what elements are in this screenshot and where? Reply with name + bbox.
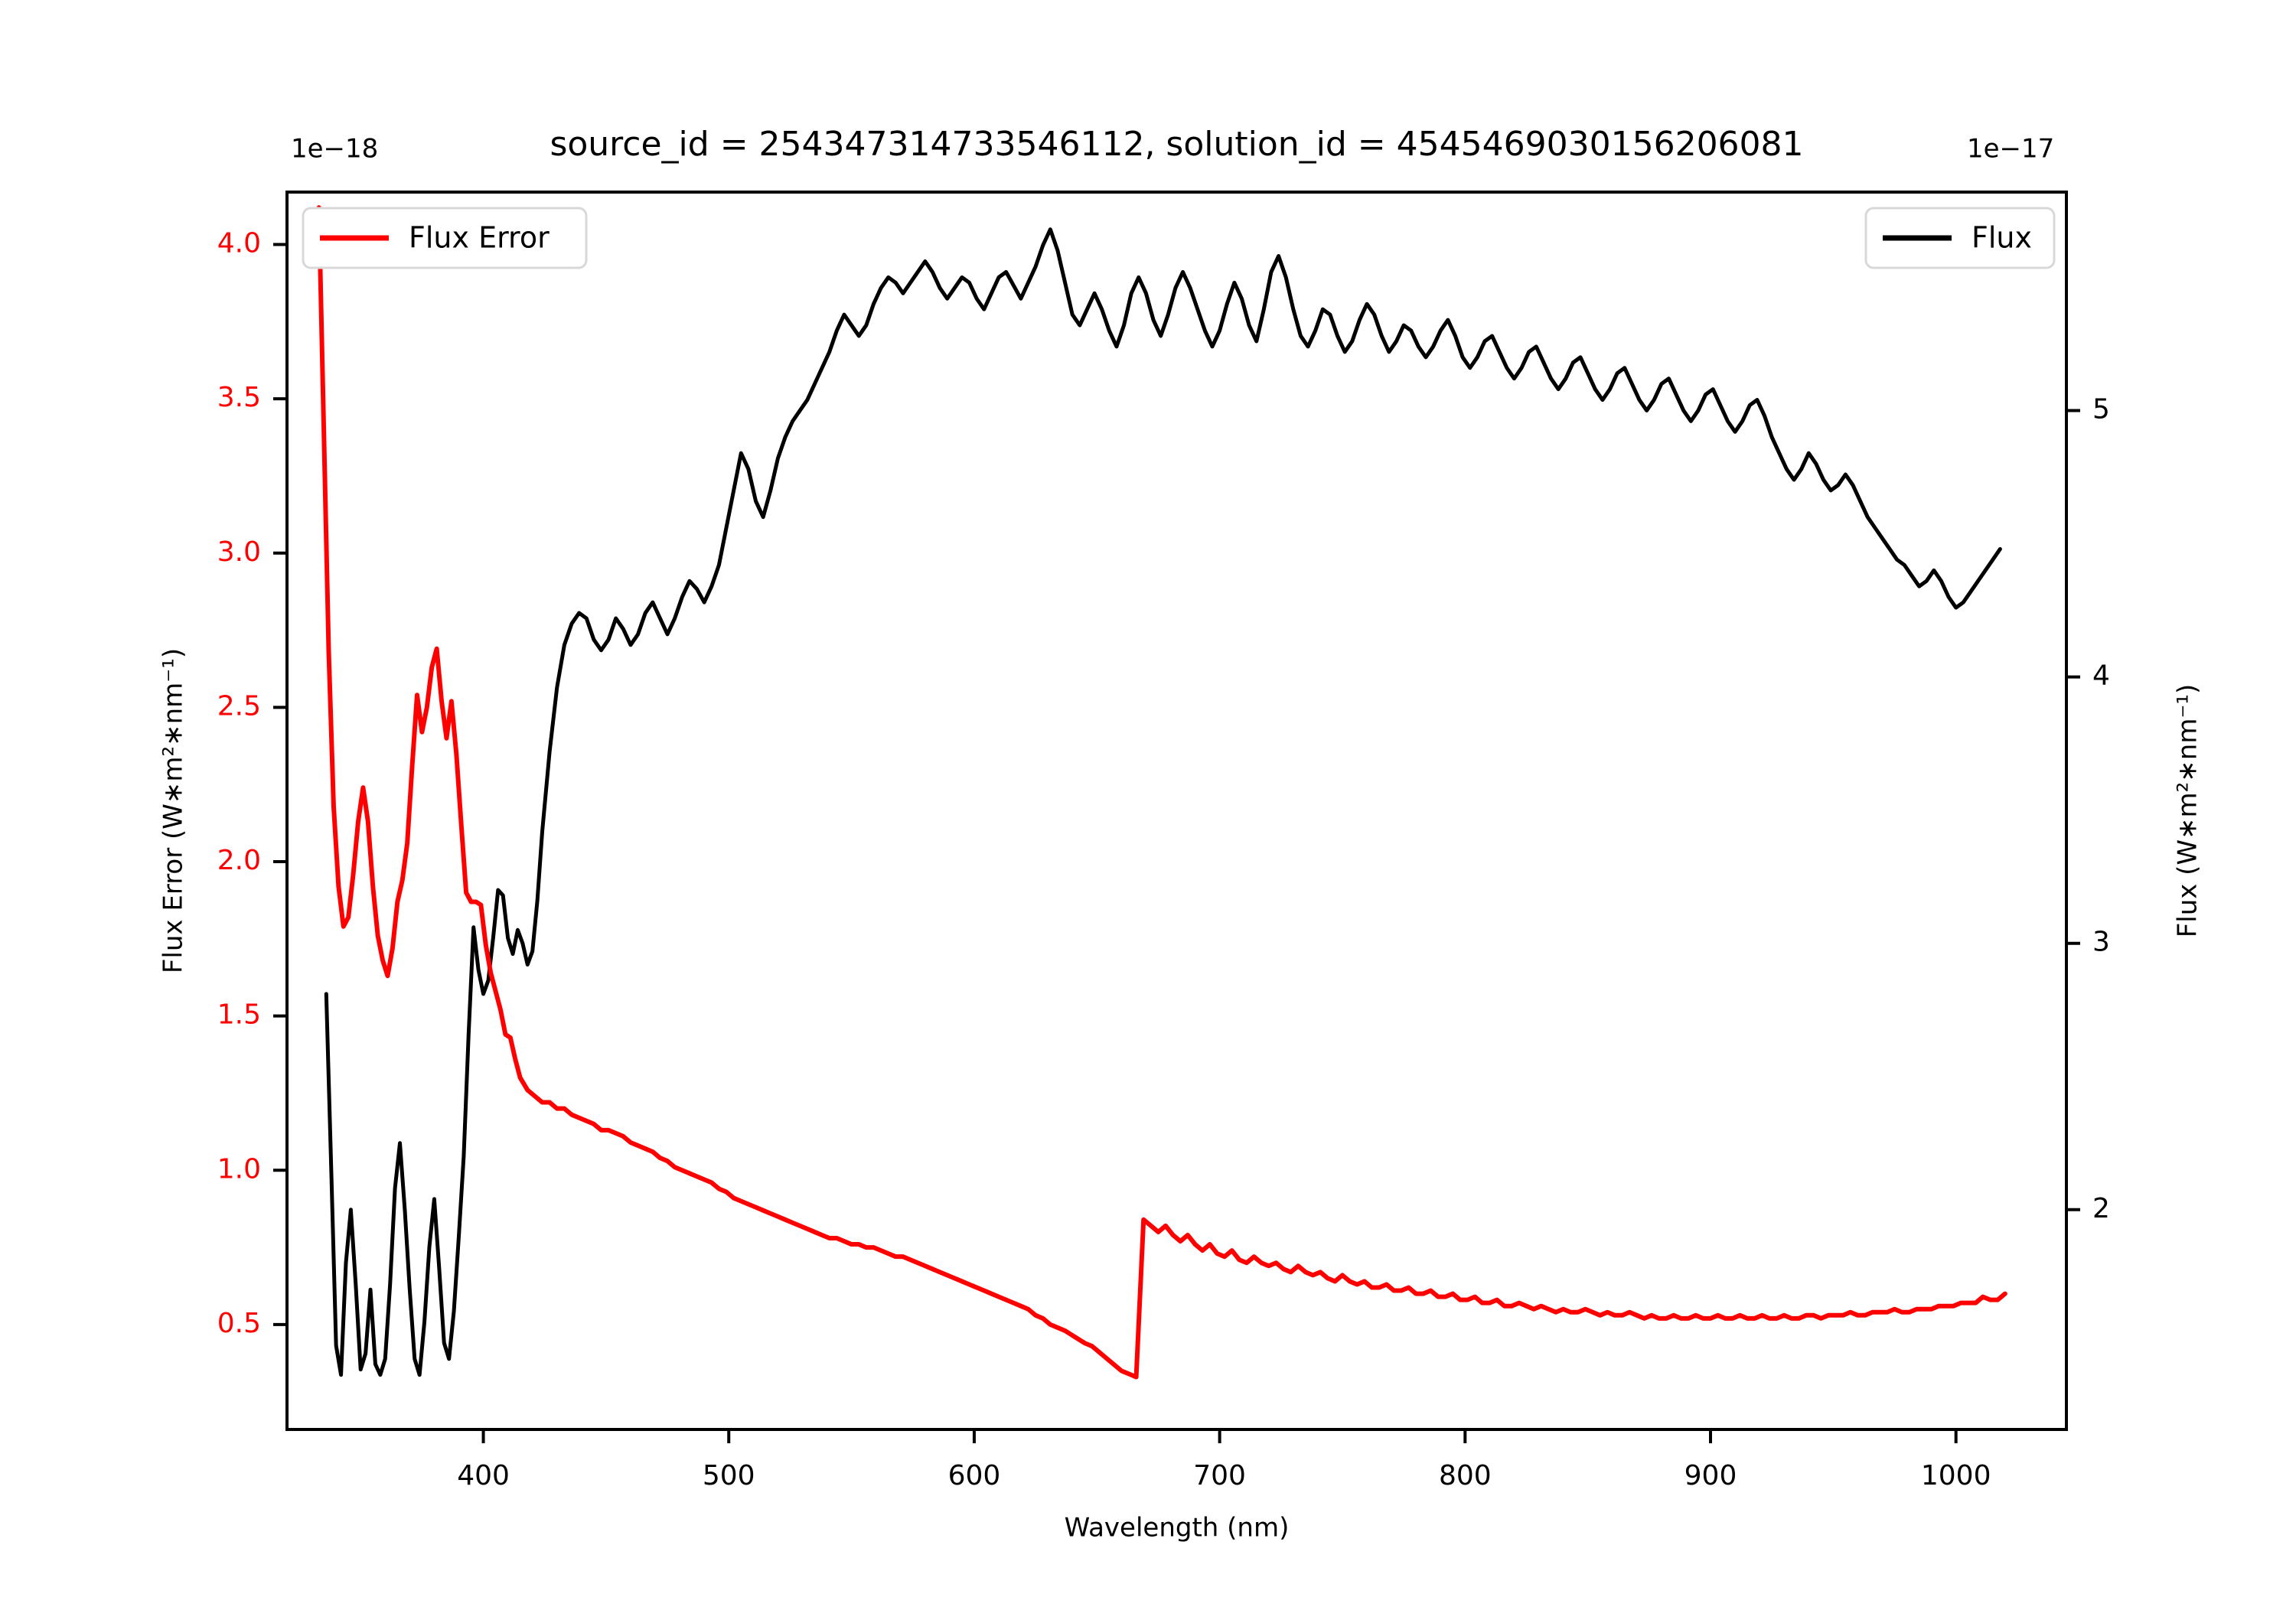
x-tick-label: 500 (703, 1460, 755, 1491)
axes-frame (285, 191, 2068, 1431)
left-y-tick-label: 3.5 (217, 382, 261, 413)
right-y-tick-label: 2 (2092, 1193, 2110, 1224)
left-y-tick-label: 2.0 (217, 845, 261, 876)
x-axis-label: Wavelength (nm) (1065, 1513, 1290, 1543)
x-tick-label: 600 (948, 1460, 1001, 1491)
legend-flux-error-label: Flux Error (409, 221, 550, 255)
legend-flux-error[interactable]: Flux Error (302, 207, 588, 269)
right-y-tick-label: 5 (2092, 393, 2110, 425)
right-axis-offset-text: 1e−17 (1967, 134, 2054, 165)
x-tick-label: 800 (1439, 1460, 1492, 1491)
flux-error-line (316, 205, 2007, 1380)
left-y-tick-label: 1.0 (217, 1153, 261, 1185)
flux-line (324, 227, 2002, 1377)
x-tick-label: 400 (457, 1460, 510, 1491)
left-y-tick-label: 1.5 (217, 999, 261, 1031)
legend-flux-label: Flux (1971, 221, 2032, 255)
x-tick-label: 900 (1684, 1460, 1737, 1491)
left-axis-offset-text: 1e−18 (291, 134, 378, 165)
left-y-tick-label: 3.0 (217, 536, 261, 568)
left-y-axis-ticks: 0.5 1.0 1.5 2.0 2.5 3.0 3.5 4.0 (217, 228, 287, 1339)
x-axis-ticks: 400 500 600 700 800 900 1000 (457, 1429, 1991, 1491)
right-y-tick-label: 3 (2092, 927, 2110, 958)
legend-flux[interactable]: Flux (1864, 207, 2056, 269)
x-tick-label: 1000 (1921, 1460, 1991, 1491)
right-y-axis-ticks: 2 3 4 5 (2066, 393, 2110, 1224)
plot-title: source_id = 254347314733546112, solution… (550, 125, 1803, 164)
left-y-tick-label: 4.0 (217, 228, 261, 259)
right-y-tick-label: 4 (2092, 660, 2110, 692)
legend-flux-error-box (302, 207, 588, 269)
left-y-axis-label: Flux Error (W∗m²∗nm⁻¹) (158, 648, 189, 973)
right-y-axis-label: Flux (W∗m²∗nm⁻¹) (2173, 684, 2203, 938)
x-tick-label: 700 (1193, 1460, 1246, 1491)
legend-flux-box (1864, 207, 2056, 269)
left-y-tick-label: 2.5 (217, 690, 261, 722)
left-y-tick-label: 0.5 (217, 1308, 261, 1339)
